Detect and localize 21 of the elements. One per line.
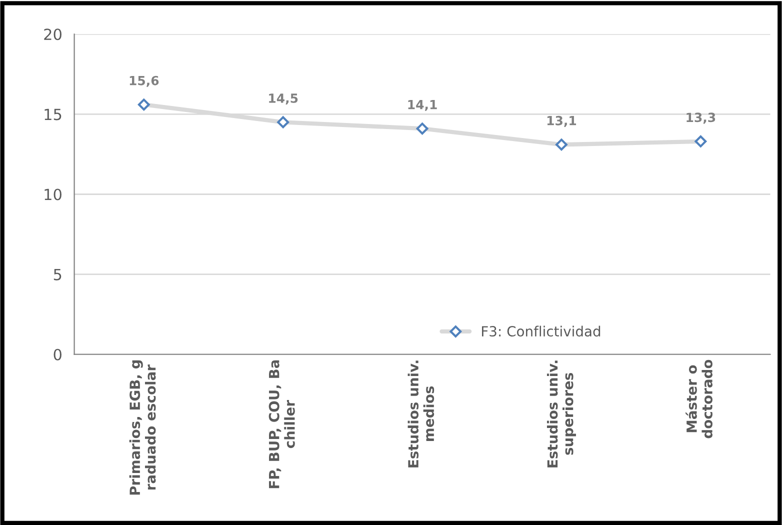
- point: [694, 135, 707, 148]
- y-tick-label: 20: [44, 28, 62, 40]
- data-label: 15,6: [130, 76, 159, 87]
- x-tick-label: Máster o doctorado: [686, 360, 712, 438]
- point: [277, 116, 290, 128]
- point: [138, 98, 150, 111]
- y-tick-label: 15: [44, 108, 62, 120]
- x-tick-label: Primarios, EGB, g raduado escolar: [129, 360, 156, 495]
- y-tick-label: 0: [54, 348, 62, 360]
- point: [416, 122, 428, 135]
- x-tick-label: FP, BUP, COU, Ba chiller: [268, 360, 295, 488]
- y-tick-label: 10: [44, 188, 62, 200]
- data-label: 13,3: [686, 112, 716, 124]
- legend-label: F3: Conflictividad: [482, 326, 600, 337]
- point: [556, 138, 568, 151]
- data-label: 14,5: [269, 94, 298, 105]
- y-tick-label: 5: [54, 268, 62, 280]
- x-tick-label: Estudios univ. superiores: [546, 360, 576, 468]
- data-label: 13,1: [547, 116, 576, 127]
- x-tick-label: Estudios univ. medios: [408, 360, 434, 468]
- data-label: 14,1: [408, 100, 437, 111]
